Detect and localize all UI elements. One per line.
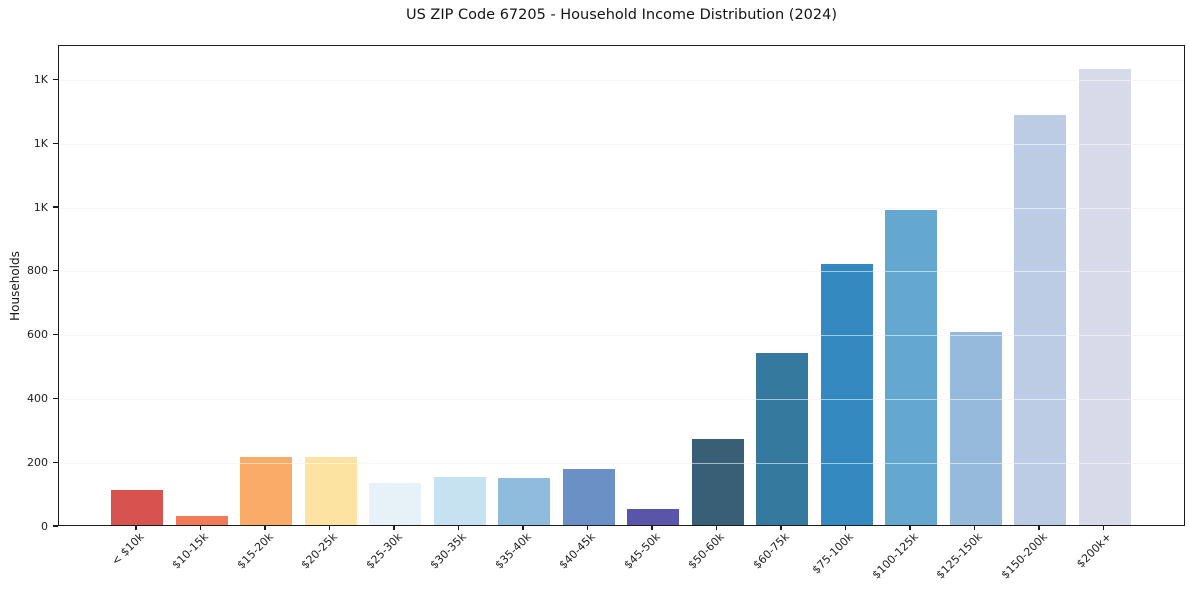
x-tick-label: $40-45k bbox=[556, 530, 598, 572]
x-tick-label: $75-100k bbox=[809, 530, 856, 577]
x-tick-mark bbox=[715, 526, 718, 530]
bar bbox=[691, 438, 744, 525]
x-tick-mark bbox=[586, 526, 589, 530]
bar bbox=[240, 457, 292, 525]
bar bbox=[304, 457, 357, 525]
chart-title: US ZIP Code 67205 - Household Income Dis… bbox=[405, 7, 838, 23]
x-tick-mark bbox=[199, 526, 202, 530]
x-tick-label: $25-30k bbox=[363, 530, 405, 572]
bar bbox=[498, 478, 550, 525]
y-tick-label: 800 bbox=[27, 264, 48, 278]
y-tick-label: 0 bbox=[41, 519, 48, 533]
x-tick-mark bbox=[457, 526, 460, 530]
gridline-overlay bbox=[59, 271, 1184, 273]
y-tick-label: 1K bbox=[33, 200, 48, 214]
x-tick-label: $15-20k bbox=[234, 530, 276, 572]
x-tick-label: $50-60k bbox=[685, 530, 727, 572]
bar bbox=[111, 489, 163, 525]
y-tick-mark bbox=[53, 270, 58, 272]
x-tick-mark bbox=[973, 526, 976, 530]
x-tick-label: $35-40k bbox=[492, 530, 534, 572]
x-tick-mark bbox=[844, 526, 847, 530]
x-tick-mark bbox=[264, 526, 266, 530]
gridline-overlay bbox=[59, 462, 1184, 464]
x-tick-label: $150-200k bbox=[998, 530, 1050, 582]
y-tick-label: 200 bbox=[27, 455, 48, 469]
bar bbox=[1078, 68, 1131, 525]
y-tick-mark bbox=[53, 142, 58, 144]
x-tick-mark bbox=[909, 526, 911, 530]
x-tick-mark bbox=[393, 526, 395, 530]
gridline-overlay bbox=[59, 335, 1184, 337]
x-tick-mark bbox=[651, 526, 653, 530]
y-tick-label: 1K bbox=[33, 136, 48, 150]
bar bbox=[562, 469, 615, 525]
x-tick-label: $30-35k bbox=[427, 530, 469, 572]
bar bbox=[949, 331, 1002, 525]
x-tick-label: $200k+ bbox=[1073, 530, 1114, 571]
y-tick-mark bbox=[53, 206, 58, 208]
x-tick-label: $20-25k bbox=[298, 530, 340, 572]
x-tick-label: $100-125k bbox=[869, 530, 921, 582]
y-tick-label: 400 bbox=[27, 391, 48, 405]
bar bbox=[369, 482, 421, 525]
bar bbox=[433, 476, 486, 525]
gridline-overlay bbox=[59, 207, 1184, 209]
plot-area bbox=[58, 45, 1185, 526]
y-tick-mark bbox=[53, 333, 58, 336]
x-tick-label: < $10k bbox=[108, 530, 147, 568]
y-tick-mark bbox=[53, 461, 58, 463]
x-tick-label: $125-150k bbox=[933, 530, 985, 582]
x-tick-mark bbox=[522, 526, 524, 530]
gridline-overlay bbox=[59, 143, 1184, 145]
x-tick-mark bbox=[1038, 526, 1040, 530]
y-tick-label: 600 bbox=[27, 328, 48, 342]
x-tick-label: $60-75k bbox=[750, 530, 792, 572]
y-axis-label: Households bbox=[8, 250, 23, 321]
bar bbox=[1014, 115, 1066, 525]
y-tick-label: 1K bbox=[33, 72, 48, 86]
bar bbox=[175, 516, 228, 525]
bar bbox=[820, 264, 873, 525]
y-axis-label-container: Households bbox=[4, 45, 26, 526]
x-tick-mark bbox=[780, 526, 782, 530]
x-tick-mark bbox=[328, 526, 331, 530]
x-tick-mark bbox=[1102, 526, 1105, 530]
bar bbox=[756, 353, 808, 525]
y-tick-mark bbox=[53, 525, 58, 527]
gridline-overlay bbox=[59, 79, 1184, 81]
bar bbox=[885, 209, 937, 525]
x-tick-mark bbox=[135, 526, 137, 530]
x-tick-label: $10-15k bbox=[169, 530, 211, 572]
y-tick-mark bbox=[53, 78, 58, 81]
x-tick-label: $45-50k bbox=[621, 530, 663, 572]
y-tick-mark bbox=[53, 397, 58, 400]
bar bbox=[627, 509, 679, 525]
gridline-overlay bbox=[59, 398, 1184, 400]
